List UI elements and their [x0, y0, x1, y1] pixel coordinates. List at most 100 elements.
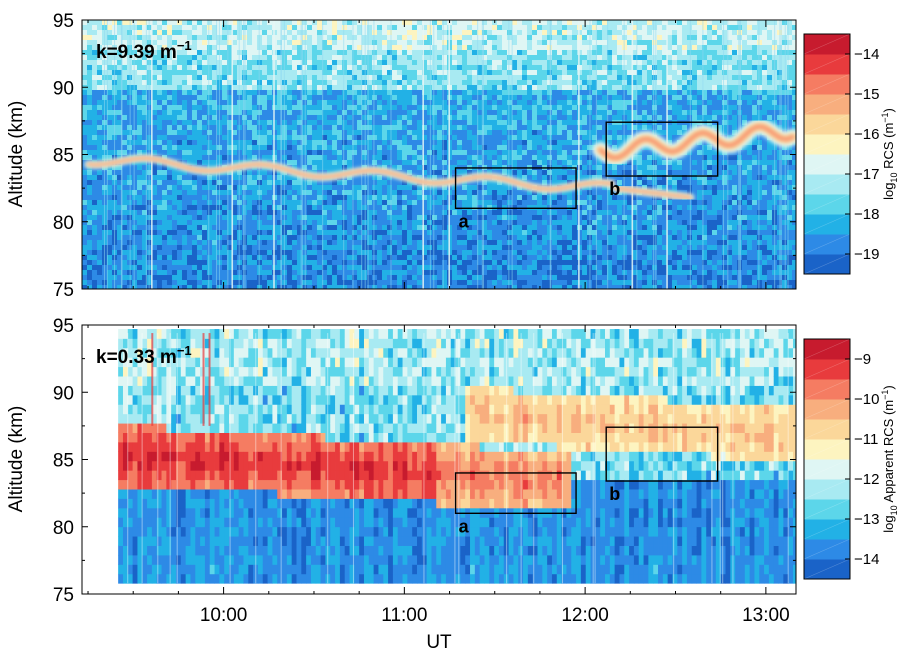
noise-cell — [497, 160, 502, 165]
noise-cell — [327, 145, 332, 150]
noise-cell — [177, 20, 182, 25]
noise-cell — [512, 170, 517, 175]
noise-cell — [487, 105, 492, 110]
noise-cell — [382, 265, 387, 270]
noise-cell — [292, 255, 297, 260]
noise-cell — [517, 145, 522, 150]
noise-cell — [537, 205, 542, 210]
noise-cell — [422, 35, 427, 40]
noise-cell — [122, 250, 127, 255]
noise-cell — [277, 250, 282, 255]
noise-cell — [122, 190, 127, 195]
noise-cell — [262, 265, 267, 270]
noise-cell — [137, 135, 142, 140]
noise-cell — [87, 145, 92, 150]
noise-cell — [467, 120, 472, 125]
noise-cell — [232, 105, 237, 110]
noise-cell — [117, 280, 122, 285]
noise-cell — [297, 205, 302, 210]
noise-cell — [482, 85, 487, 90]
noise-cell — [487, 65, 492, 70]
noise-cell — [82, 265, 87, 270]
noise-cell — [267, 180, 272, 185]
noise-cell — [182, 270, 187, 275]
noise-cell — [442, 45, 447, 50]
noise-cell — [212, 45, 217, 50]
noise-cell — [167, 20, 172, 25]
noise-cell — [312, 40, 317, 45]
noise-cell — [502, 150, 507, 155]
noise-cell — [172, 260, 177, 265]
noise-cell — [177, 260, 182, 265]
noise-cell — [462, 235, 467, 240]
noise-cell — [162, 200, 167, 205]
noise-cell — [337, 215, 342, 220]
noise-cell — [482, 40, 487, 45]
noise-cell — [297, 60, 302, 65]
noise-cell — [297, 220, 302, 225]
noise-cell — [187, 85, 192, 90]
noise-cell — [127, 170, 132, 175]
noise-cell — [537, 90, 542, 95]
noise-cell — [142, 190, 147, 195]
noise-cell — [432, 215, 437, 220]
noise-cell — [152, 90, 157, 95]
noise-cell — [262, 40, 267, 45]
noise-cell — [452, 35, 457, 40]
noise-cell — [387, 90, 392, 95]
noise-cell — [532, 170, 537, 175]
noise-cell — [127, 220, 132, 225]
noise-cell — [342, 40, 347, 45]
noise-cell — [452, 245, 457, 250]
noise-cell — [317, 265, 322, 270]
noise-cell — [152, 260, 157, 265]
noise-cell — [82, 60, 87, 65]
noise-cell — [407, 70, 412, 75]
noise-cell — [437, 145, 442, 150]
noise-cell — [222, 110, 227, 115]
noise-cell — [517, 60, 522, 65]
noise-cell — [347, 205, 352, 210]
noise-cell — [97, 255, 102, 260]
noise-cell — [522, 195, 527, 200]
noise-cell — [87, 175, 92, 180]
noise-cell — [427, 55, 432, 60]
noise-cell — [172, 190, 177, 195]
noise-cell — [392, 155, 397, 160]
noise-cell — [492, 235, 497, 240]
noise-cell — [357, 80, 362, 85]
noise-cell — [452, 270, 457, 275]
noise-cell — [417, 225, 422, 230]
noise-cell — [502, 85, 507, 90]
noise-cell — [292, 90, 297, 95]
noise-cell — [152, 20, 157, 25]
noise-cell — [127, 45, 132, 50]
noise-cell — [347, 220, 352, 225]
noise-cell — [472, 180, 477, 185]
noise-cell — [537, 190, 542, 195]
noise-cell — [507, 185, 512, 190]
noise-cell — [337, 135, 342, 140]
noise-cell — [437, 265, 442, 270]
noise-cell — [262, 140, 267, 145]
noise-cell — [252, 65, 257, 70]
noise-cell — [97, 190, 102, 195]
noise-cell — [387, 165, 392, 170]
noise-cell — [372, 225, 377, 230]
noise-cell — [287, 235, 292, 240]
noise-cell — [117, 265, 122, 270]
noise-cell — [327, 125, 332, 130]
noise-cell — [372, 195, 377, 200]
noise-cell — [527, 235, 532, 240]
noise-cell — [97, 125, 102, 130]
noise-cell — [382, 260, 387, 265]
noise-cell — [387, 235, 392, 240]
noise-cell — [432, 95, 437, 100]
noise-cell — [517, 75, 522, 80]
noise-cell — [347, 30, 352, 35]
noise-cell — [292, 30, 297, 35]
noise-cell — [367, 55, 372, 60]
noise-cell — [337, 160, 342, 165]
noise-cell — [357, 210, 362, 215]
noise-cell — [497, 260, 502, 265]
